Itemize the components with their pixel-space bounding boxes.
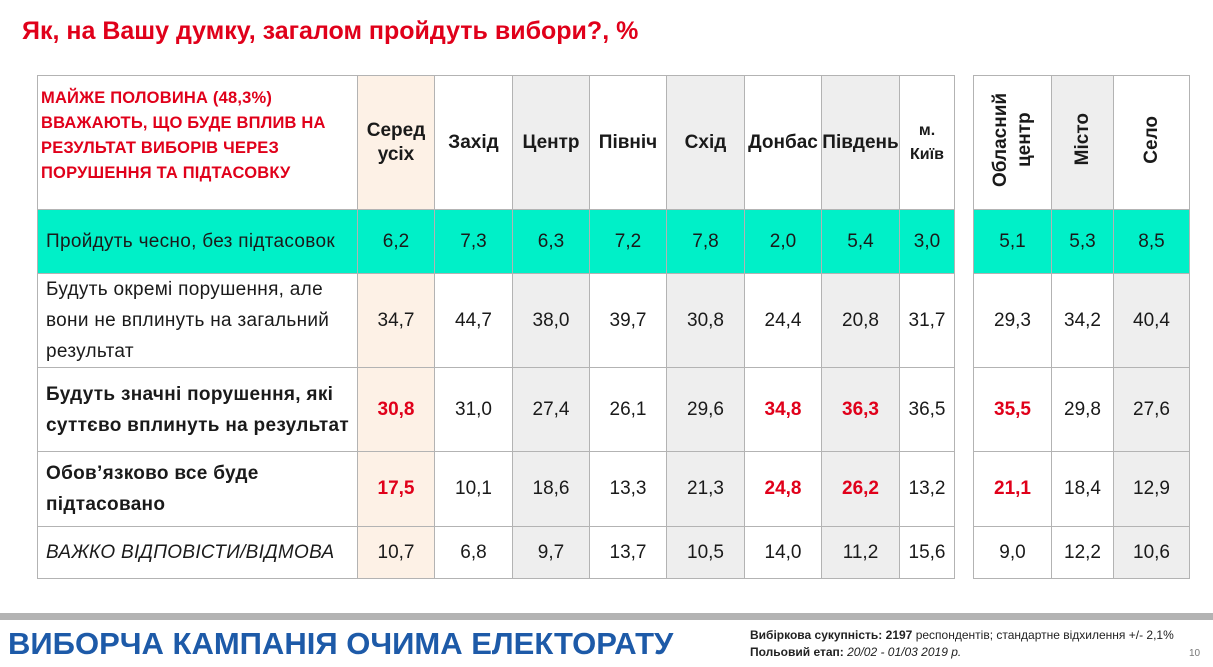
footer-banner: ВИБОРЧА КАМПАНІЯ ОЧИМА ЕЛЕКТОРАТУ xyxy=(8,626,674,661)
table-cell: 10,7 xyxy=(357,526,435,579)
col-header-east: Схід xyxy=(666,75,745,210)
header-row: МАЙЖЕ ПОЛОВИНА (48,3%) ВВАЖАЮТЬ, ЩО БУДЕ… xyxy=(37,75,1190,210)
table-cell: 8,5 xyxy=(1113,209,1190,274)
table-cell: 26,2 xyxy=(821,451,900,527)
table-row: Будуть окремі порушення, але вони не впл… xyxy=(37,273,1190,368)
col-header-city: Місто xyxy=(1051,75,1114,210)
col-header-kyiv: м. Київ xyxy=(899,75,955,210)
table-cell: 13,7 xyxy=(589,526,667,579)
table-cell: 11,2 xyxy=(821,526,900,579)
footer-divider xyxy=(0,613,1213,620)
col-header-village: Село xyxy=(1113,75,1190,210)
table-cell: 34,8 xyxy=(744,367,822,452)
row-label: Обов’язково все буде підтасовано xyxy=(37,451,358,527)
table-cell: 18,4 xyxy=(1051,451,1114,527)
table-cell: 39,7 xyxy=(589,273,667,368)
table-cell: 29,3 xyxy=(973,273,1052,368)
table-cell: 10,1 xyxy=(434,451,513,527)
table-cell: 7,3 xyxy=(434,209,513,274)
table-cell: 44,7 xyxy=(434,273,513,368)
table-cell: 31,0 xyxy=(434,367,513,452)
table-cell: 24,8 xyxy=(744,451,822,527)
table-cell: 24,4 xyxy=(744,273,822,368)
page-title: Як, на Вашу думку, загалом пройдуть вибо… xyxy=(22,17,639,45)
table-cell: 5,1 xyxy=(973,209,1052,274)
table-cell: 12,9 xyxy=(1113,451,1190,527)
table-cell: 40,4 xyxy=(1113,273,1190,368)
table-cell: 36,3 xyxy=(821,367,900,452)
table-cell: 34,2 xyxy=(1051,273,1114,368)
table-cell: 6,3 xyxy=(512,209,590,274)
table-cell: 13,3 xyxy=(589,451,667,527)
table-cell: 6,8 xyxy=(434,526,513,579)
table-cell: 30,8 xyxy=(666,273,745,368)
table-cell: 6,2 xyxy=(357,209,435,274)
col-header-center: Центр xyxy=(512,75,590,210)
table-cell: 3,0 xyxy=(899,209,955,274)
stage-value: 20/02 - 01/03 2019 р. xyxy=(847,645,962,659)
stage-label: Польовий етап: xyxy=(750,645,844,659)
table-cell: 7,8 xyxy=(666,209,745,274)
table-cell: 15,6 xyxy=(899,526,955,579)
table-cell: 7,2 xyxy=(589,209,667,274)
col-header-donbas: Донбас xyxy=(744,75,822,210)
table-cell: 9,0 xyxy=(973,526,1052,579)
table-cell: 38,0 xyxy=(512,273,590,368)
table-row: Пройдуть чесно, без підтасовок 6,2 7,3 6,3 7… xyxy=(37,209,1190,274)
column-gap xyxy=(954,273,974,368)
table-cell: 13,2 xyxy=(899,451,955,527)
table-cell: 18,6 xyxy=(512,451,590,527)
table-cell: 31,7 xyxy=(899,273,955,368)
column-gap xyxy=(954,75,974,210)
col-header-avg: Серед усіх xyxy=(357,75,435,210)
col-header-north: Північ xyxy=(589,75,667,210)
table-cell: 29,6 xyxy=(666,367,745,452)
footer-sample-note: Вибіркова сукупність: 2197 респондентів;… xyxy=(750,627,1174,661)
sample-label: Вибіркова сукупність: xyxy=(750,628,883,642)
question-title: МАЙЖЕ ПОЛОВИНА (48,3%) ВВАЖАЮТЬ, ЩО БУДЕ… xyxy=(37,75,358,210)
table-cell: 10,6 xyxy=(1113,526,1190,579)
table-cell: 5,3 xyxy=(1051,209,1114,274)
page-number: 10 xyxy=(1189,648,1201,659)
row-label: Будуть значні порушення, які суттєво впл… xyxy=(37,367,358,452)
table-cell: 14,0 xyxy=(744,526,822,579)
sample-value: 2197 xyxy=(885,628,913,642)
row-label: Пройдуть чесно, без підтасовок xyxy=(37,209,358,274)
col-header-west: Захід xyxy=(434,75,513,210)
column-gap xyxy=(954,209,974,274)
table-cell: 10,5 xyxy=(666,526,745,579)
table-cell: 17,5 xyxy=(357,451,435,527)
row-label: Будуть окремі порушення, але вони не впл… xyxy=(37,273,358,368)
table-cell: 5,4 xyxy=(821,209,900,274)
results-table: МАЙЖЕ ПОЛОВИНА (48,3%) ВВАЖАЮТЬ, ЩО БУДЕ… xyxy=(37,75,1190,579)
table-cell: 20,8 xyxy=(821,273,900,368)
table-cell: 26,1 xyxy=(589,367,667,452)
col-header-village-text: Село xyxy=(1140,115,1162,164)
table-cell: 12,2 xyxy=(1051,526,1114,579)
column-gap xyxy=(954,526,974,579)
table-row: Обов’язково все буде підтасовано 17,5 10,1… xyxy=(37,451,1190,527)
table-row: ВАЖКО ВІДПОВІСТИ/ВІДМОВА 10,7 6,8 9,7 13,7 10… xyxy=(37,526,1190,579)
table-cell: 21,3 xyxy=(666,451,745,527)
table-cell: 34,7 xyxy=(357,273,435,368)
column-gap xyxy=(954,367,974,452)
col-header-south: Південь xyxy=(821,75,900,210)
table-cell: 35,5 xyxy=(973,367,1052,452)
sample-rest: респондентів; стандартне відхилення +/- … xyxy=(915,628,1174,642)
table-row: Будуть значні порушення, які суттєво впл… xyxy=(37,367,1190,452)
table-cell: 27,4 xyxy=(512,367,590,452)
table-cell: 30,8 xyxy=(357,367,435,452)
table-cell: 2,0 xyxy=(744,209,822,274)
col-header-oblcenter: Обласний центр xyxy=(973,75,1052,210)
col-header-city-text: Місто xyxy=(1071,113,1093,166)
table-cell: 27,6 xyxy=(1113,367,1190,452)
table-cell: 36,5 xyxy=(899,367,955,452)
col-header-oblcenter-text: Обласний центр xyxy=(989,92,1035,187)
table-cell: 21,1 xyxy=(973,451,1052,527)
column-gap xyxy=(954,451,974,527)
row-label: ВАЖКО ВІДПОВІСТИ/ВІДМОВА xyxy=(37,526,358,579)
table-cell: 9,7 xyxy=(512,526,590,579)
table-cell: 29,8 xyxy=(1051,367,1114,452)
